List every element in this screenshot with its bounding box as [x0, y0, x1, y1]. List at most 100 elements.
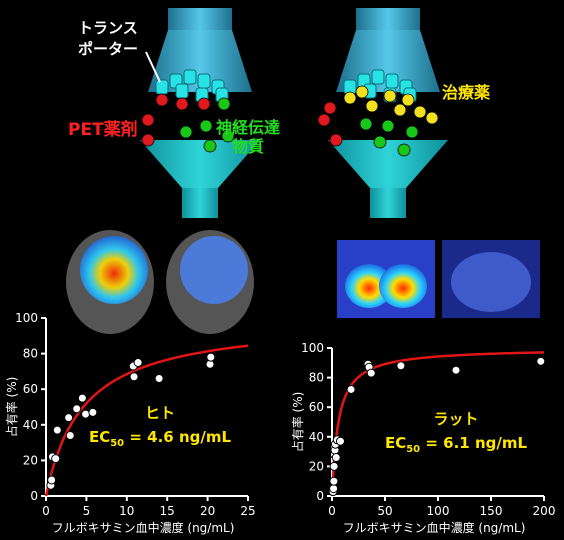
funnel-bottom-cone — [328, 140, 448, 188]
therapeutic-drug-molecule — [343, 91, 357, 105]
rat-brain-slice — [451, 252, 531, 312]
y-tick-label: 100 — [15, 311, 38, 325]
neurotransmitter-molecule — [397, 143, 411, 157]
pet-drug-label: PET薬剤 — [68, 119, 138, 140]
data-point — [81, 409, 91, 419]
pet-drug-molecule — [317, 113, 331, 127]
pet-heatmap — [180, 236, 248, 304]
funnel-top-stem — [168, 8, 232, 30]
transporter-channel — [155, 79, 169, 95]
y-tick-label: 80 — [23, 347, 38, 361]
neurotransmitter-molecule — [217, 97, 231, 111]
data-point — [64, 413, 74, 423]
data-point — [329, 461, 339, 471]
y-tick-label: 20 — [309, 459, 324, 473]
transporter-channel — [371, 69, 385, 85]
data-point — [72, 404, 82, 414]
transporter-channel — [385, 73, 399, 89]
funnel-diagram-baseline — [140, 8, 260, 218]
legend-title: ラット — [433, 410, 478, 428]
data-point — [331, 453, 341, 463]
data-point — [346, 384, 356, 394]
legend-title: ヒト — [145, 404, 175, 422]
x-tick-label: 10 — [119, 504, 134, 518]
transporter-channel — [183, 69, 197, 85]
pet-heatmap — [80, 236, 148, 304]
y-tick-label: 60 — [23, 382, 38, 396]
data-point — [335, 436, 345, 446]
y-axis-label: 占有率 (%) — [4, 377, 19, 438]
funnel-bottom-stem — [182, 188, 218, 218]
data-point — [396, 361, 406, 371]
pet-drug-molecule — [323, 101, 337, 115]
neurotransmitter-molecule — [381, 119, 395, 133]
data-point — [536, 356, 546, 366]
ec50-label: EC50 = 6.1 ng/mL — [385, 434, 528, 455]
neurotransmitter-molecule — [203, 139, 217, 153]
data-point — [206, 352, 216, 362]
data-point — [329, 484, 339, 494]
y-tick-label: 0 — [30, 489, 38, 503]
rat-heat-right — [379, 264, 427, 308]
pet-drug-molecule — [175, 97, 189, 111]
therapeutic-drug-molecule — [365, 99, 379, 113]
therapeutic-drug-molecule — [393, 103, 407, 117]
x-tick-label: 150 — [480, 504, 503, 518]
rat-autoradiography-baseline — [337, 240, 435, 318]
transporter-pointer-line — [145, 51, 161, 83]
human-pet-image-drug — [166, 230, 254, 334]
data-point — [329, 476, 339, 486]
x-tick-label: 5 — [83, 504, 91, 518]
y-tick-label: 40 — [309, 430, 324, 444]
chart-human: 0 5 10 15 20 25 0 20 40 60 80 100 フルボキサミン血中濃度 (ng/mL… — [4, 311, 256, 535]
data-point — [366, 368, 376, 378]
data-point — [88, 407, 98, 417]
pet-drug-molecule — [155, 93, 169, 107]
therapeutic-drug-molecule — [425, 111, 439, 125]
funnel-top-stem — [356, 8, 420, 30]
molecule-group — [141, 93, 235, 153]
data-point — [47, 475, 57, 485]
therapeutic-drug-molecule — [355, 85, 369, 99]
funnel-diagram-drug — [317, 8, 448, 218]
x-tick-label: 0 — [328, 504, 336, 518]
y-tick-label: 60 — [309, 400, 324, 414]
x-tick-label: 200 — [533, 504, 556, 518]
human-pet-image-baseline — [66, 230, 154, 334]
neurotransmitter-molecule — [359, 117, 373, 131]
data-point — [65, 430, 75, 440]
x-tick-label: 0 — [42, 504, 50, 518]
x-tick-label: 15 — [160, 504, 175, 518]
pet-drug-molecule — [329, 133, 343, 147]
neurotransmitter-label: 神経伝達 — [216, 118, 280, 137]
y-axis-label: 占有率 (%) — [290, 392, 305, 453]
therapeutic-drug-molecule — [413, 105, 427, 119]
data-point — [77, 393, 87, 403]
y-tick-label: 20 — [23, 453, 38, 467]
y-tick-label: 0 — [316, 489, 324, 503]
neurotransmitter-molecule — [373, 135, 387, 149]
neurotransmitter-label: 物質 — [232, 137, 264, 156]
neurotransmitter-molecule — [179, 125, 193, 139]
data-point — [133, 358, 143, 367]
therapeutic-drug-molecule — [401, 93, 415, 107]
molecule-group — [317, 85, 439, 157]
funnel-bottom-cone — [140, 140, 260, 188]
therapeutic-drug-label: 治療薬 — [442, 83, 491, 102]
ec50-label: EC50 = 4.6 ng/mL — [89, 428, 232, 449]
rat-heat-left — [345, 264, 393, 308]
data-point — [52, 425, 62, 435]
transporter-channel — [197, 73, 211, 89]
rat-autoradiography-drug — [442, 240, 540, 318]
x-tick-label: 25 — [240, 504, 255, 518]
x-tick-label: 50 — [377, 504, 392, 518]
neurotransmitter-molecule — [221, 129, 235, 143]
neurotransmitter-molecule — [405, 125, 419, 139]
transporter-channel — [175, 83, 189, 99]
x-tick-label: 20 — [200, 504, 215, 518]
pet-drug-molecule — [141, 113, 155, 127]
y-tick-label: 100 — [301, 341, 324, 355]
transporter-label: ポーター — [78, 40, 138, 58]
data-point — [129, 372, 139, 382]
